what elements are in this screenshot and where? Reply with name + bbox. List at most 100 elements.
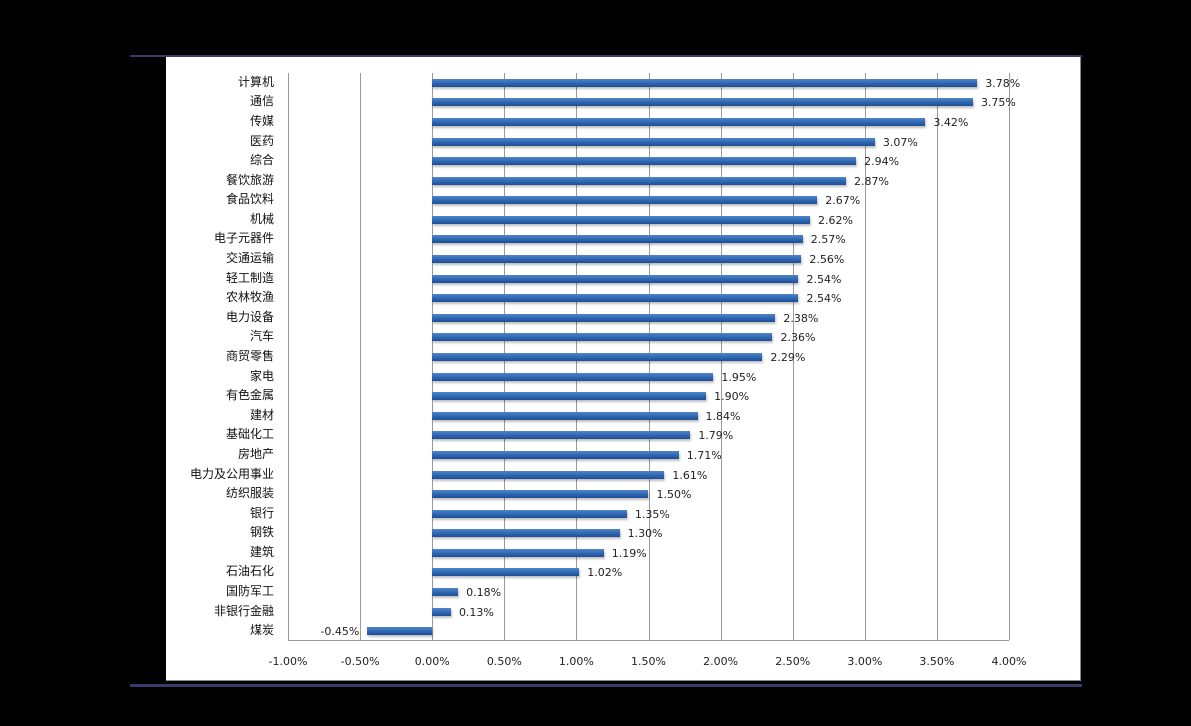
x-tick-label: -0.50% — [340, 655, 380, 668]
gridline — [1009, 73, 1010, 640]
gridline — [360, 73, 362, 640]
category-label: 电力及公用事业 — [189, 466, 274, 481]
data-label: 3.42% — [933, 115, 969, 129]
x-tick-label: 0.50% — [486, 655, 522, 668]
category-label: 商贸零售 — [225, 349, 274, 363]
category-label: 房地产 — [237, 446, 274, 461]
data-label: 3.78% — [985, 76, 1021, 90]
x-tick-label: 3.50% — [919, 655, 955, 668]
data-label: 1.35% — [634, 507, 670, 521]
data-label: 2.94% — [864, 155, 900, 169]
bar — [432, 274, 799, 283]
category-label: 建材 — [249, 407, 274, 422]
bar — [432, 392, 707, 401]
category-label: 家电 — [249, 368, 274, 383]
category-label: 传媒 — [249, 113, 274, 128]
bar — [432, 176, 847, 185]
data-label: 2.36% — [780, 331, 816, 345]
category-label: 食品饮料 — [225, 192, 274, 207]
data-label: 1.90% — [714, 390, 750, 404]
gridline — [792, 73, 794, 640]
category-label: 电子元器件 — [213, 231, 274, 246]
category-label: 医药 — [249, 133, 274, 148]
bar — [432, 215, 810, 224]
category-label: 建筑 — [249, 544, 274, 559]
category-label: 石油石化 — [225, 564, 274, 579]
bar — [432, 509, 627, 518]
bar — [432, 98, 973, 107]
category-label: 轻工制造 — [225, 270, 274, 285]
x-tick-label: 2.00% — [703, 655, 739, 668]
data-label: 1.84% — [705, 409, 741, 423]
gridline — [864, 73, 866, 640]
data-label: 2.54% — [806, 272, 842, 286]
top-rule — [130, 55, 1082, 57]
bar — [432, 157, 857, 166]
bar — [432, 333, 773, 342]
category-label: 餐饮旅游 — [225, 172, 274, 187]
data-label: 1.79% — [698, 429, 734, 443]
category-label: 农林牧渔 — [225, 290, 274, 305]
data-label: -0.45% — [320, 625, 360, 639]
data-label: 1.19% — [611, 546, 647, 560]
category-label: 国防军工 — [225, 584, 274, 599]
bar — [432, 568, 580, 577]
data-label: 1.71% — [686, 448, 722, 462]
category-label: 纺织服装 — [225, 486, 274, 501]
category-label: 有色金属 — [225, 388, 274, 403]
bar — [432, 607, 451, 616]
bar — [432, 353, 763, 361]
category-label: 计算机 — [237, 74, 274, 89]
x-tick-label: 1.50% — [631, 655, 666, 668]
data-label: 0.18% — [466, 586, 502, 600]
bar — [432, 117, 926, 126]
data-label: 2.38% — [783, 311, 819, 325]
bar — [432, 588, 459, 597]
data-label: 0.13% — [458, 605, 494, 619]
bar — [432, 196, 818, 205]
category-label: 基础化工 — [225, 427, 274, 442]
bar — [432, 450, 679, 459]
data-label: 1.95% — [721, 370, 757, 384]
data-label: 1.30% — [627, 527, 663, 541]
bar — [432, 78, 978, 87]
bottom-rule — [130, 684, 1082, 687]
x-tick-label: 2.50% — [775, 655, 811, 668]
data-label: 3.75% — [980, 96, 1016, 110]
data-label: 1.61% — [672, 468, 708, 482]
category-label: 非银行金融 — [213, 603, 274, 618]
bar — [432, 372, 714, 381]
data-label: 2.56% — [809, 253, 845, 267]
category-label: 汽车 — [249, 329, 274, 344]
data-label: 2.62% — [818, 213, 853, 227]
bar — [432, 411, 698, 420]
category-label: 交通运输 — [225, 251, 274, 266]
bar — [432, 470, 665, 479]
bar — [432, 490, 649, 499]
bar — [432, 294, 799, 303]
category-label: 钢铁 — [249, 525, 274, 540]
data-label: 2.29% — [770, 351, 806, 364]
data-label: 2.54% — [806, 292, 842, 306]
bar — [432, 313, 776, 322]
x-tick-label: 4.00% — [991, 655, 1027, 668]
category-label: 通信 — [249, 94, 274, 109]
bar — [432, 529, 620, 538]
bar — [367, 627, 433, 636]
x-tick-label: 0.00% — [414, 655, 450, 668]
category-label: 综合 — [249, 153, 274, 168]
bar — [432, 548, 604, 557]
data-label: 2.67% — [825, 194, 861, 208]
data-label: 2.87% — [854, 174, 889, 188]
x-tick-label: -1.00% — [268, 655, 308, 668]
x-tick-label: 1.00% — [558, 655, 594, 668]
gridline — [936, 73, 938, 640]
data-label: 1.02% — [587, 566, 623, 580]
category-label: 电力设备 — [225, 309, 274, 324]
data-label: 1.50% — [656, 488, 692, 502]
category-label: 银行 — [249, 505, 274, 520]
bar — [432, 255, 802, 264]
category-label: 机械 — [249, 211, 274, 226]
data-label: 3.07% — [882, 135, 918, 149]
category-label: 煤炭 — [249, 623, 274, 638]
